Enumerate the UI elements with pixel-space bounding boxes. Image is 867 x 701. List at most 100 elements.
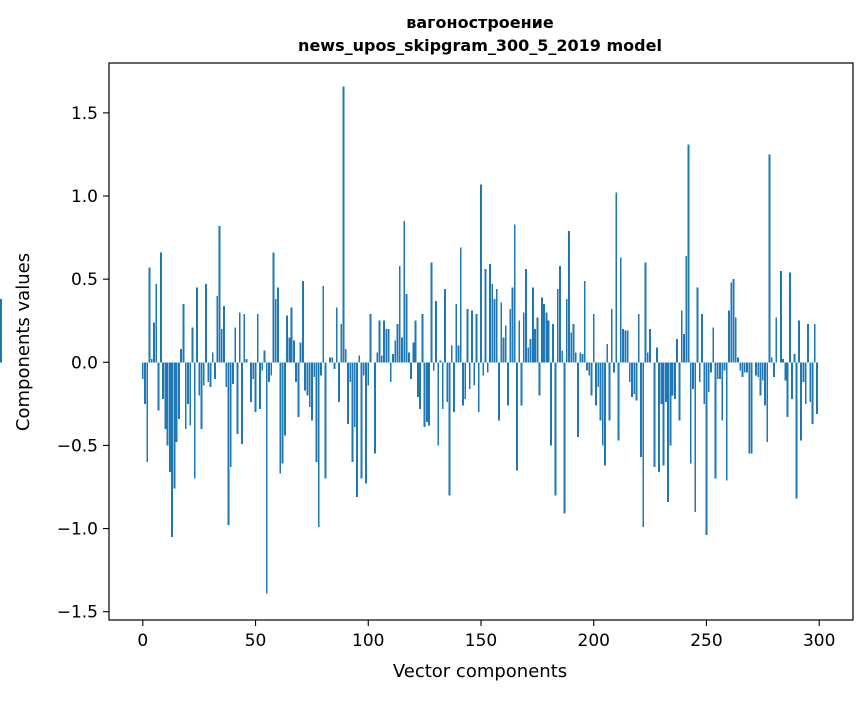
bar-230: [660, 362, 662, 404]
x-tick-label: 50: [245, 631, 267, 651]
bar-79: [320, 362, 322, 375]
bar-139: [455, 304, 457, 362]
bar-196: [584, 281, 586, 362]
bar-57: [270, 362, 272, 375]
bar-115: [401, 337, 403, 362]
bar-118: [408, 352, 410, 362]
bar-143: [464, 362, 466, 399]
bar-12: [169, 362, 171, 472]
y-axis-label: Components values: [13, 253, 34, 431]
bar-111: [392, 354, 394, 362]
bar-224: [647, 352, 649, 362]
bar-55: [266, 362, 268, 593]
bar-208: [611, 309, 613, 362]
bar-216: [629, 362, 631, 382]
x-tick-label: 200: [578, 631, 610, 651]
bar-235: [672, 362, 674, 395]
bar-27: [203, 362, 205, 385]
bar-292: [800, 362, 802, 440]
bar-49: [252, 362, 254, 379]
bar-123: [419, 362, 421, 409]
bar-42: [237, 362, 239, 434]
bar-132: [440, 361, 442, 363]
bar-32: [214, 362, 216, 379]
bar-54: [264, 351, 266, 363]
bar-168: [521, 362, 523, 405]
bar-108: [385, 329, 387, 362]
bar-135: [446, 362, 448, 402]
bar-78: [318, 362, 320, 527]
bar-129: [433, 362, 435, 370]
bar-265: [739, 362, 741, 370]
bar-133: [442, 362, 444, 409]
bar-130: [435, 301, 437, 363]
bar-207: [609, 362, 611, 420]
bar-157: [496, 289, 498, 362]
bar-274: [760, 362, 762, 395]
bar-103: [374, 362, 376, 453]
bar-147: [473, 362, 475, 385]
y-tick-label: −1.0: [57, 520, 98, 540]
bar-95: [356, 362, 358, 497]
bar-236: [674, 362, 676, 399]
bar-8: [160, 253, 162, 363]
bar-62: [282, 362, 284, 463]
bar-174: [534, 329, 536, 362]
bar-22: [192, 327, 194, 362]
bar-191: [573, 324, 575, 362]
bar-92: [349, 362, 351, 382]
bar-156: [494, 299, 496, 362]
y-tick-label: 1.0: [71, 187, 98, 207]
bar-288: [791, 362, 793, 399]
bar-67: [293, 341, 295, 363]
chart-title: вагоностроение news_upos_skipgram_300_5_…: [298, 13, 662, 55]
bar-194: [579, 352, 581, 362]
bar-154: [489, 264, 491, 362]
bars: [0, 86, 818, 593]
bar-232: [665, 362, 667, 402]
bar-66: [291, 307, 293, 362]
bar-30: [210, 362, 212, 387]
y-tick-label: 0.5: [71, 270, 98, 290]
bar-81: [325, 362, 327, 478]
x-tick-label: 0: [137, 631, 148, 651]
bar-227: [654, 362, 656, 467]
bar-16: [178, 362, 180, 419]
bar-203: [600, 362, 602, 420]
bar-193: [577, 362, 579, 437]
bar-281: [775, 317, 777, 362]
bar-3: [149, 268, 151, 363]
bar-144: [467, 309, 469, 362]
bar-91: [347, 362, 349, 424]
bar-128: [431, 263, 433, 363]
bar-164: [512, 287, 514, 362]
bar-106: [381, 356, 383, 363]
x-tick-label: 300: [803, 631, 835, 651]
bar-148: [476, 314, 478, 362]
bar-197: [586, 362, 588, 370]
y-tick-label: −0.5: [57, 436, 98, 456]
bar-19: [185, 362, 187, 429]
bar-256: [719, 362, 721, 379]
bar-127: [428, 362, 430, 425]
bar-262: [733, 279, 735, 362]
bar-119: [410, 362, 412, 379]
bar-246: [697, 287, 699, 362]
bar-185: [559, 266, 561, 362]
bar-259: [726, 362, 728, 480]
bar-217: [631, 362, 633, 397]
bar-273: [757, 362, 759, 377]
bar-39: [230, 362, 232, 467]
bar-4: [151, 359, 153, 362]
bar-52: [259, 362, 261, 409]
bar-287: [789, 273, 791, 363]
bar-41: [234, 327, 236, 362]
bar-199: [591, 362, 593, 395]
bar-169: [523, 312, 525, 362]
bar-124: [421, 314, 423, 362]
bar-11: [167, 362, 169, 445]
bar-229: [658, 362, 660, 472]
bar-94: [354, 362, 356, 427]
bar-56: [268, 362, 270, 382]
